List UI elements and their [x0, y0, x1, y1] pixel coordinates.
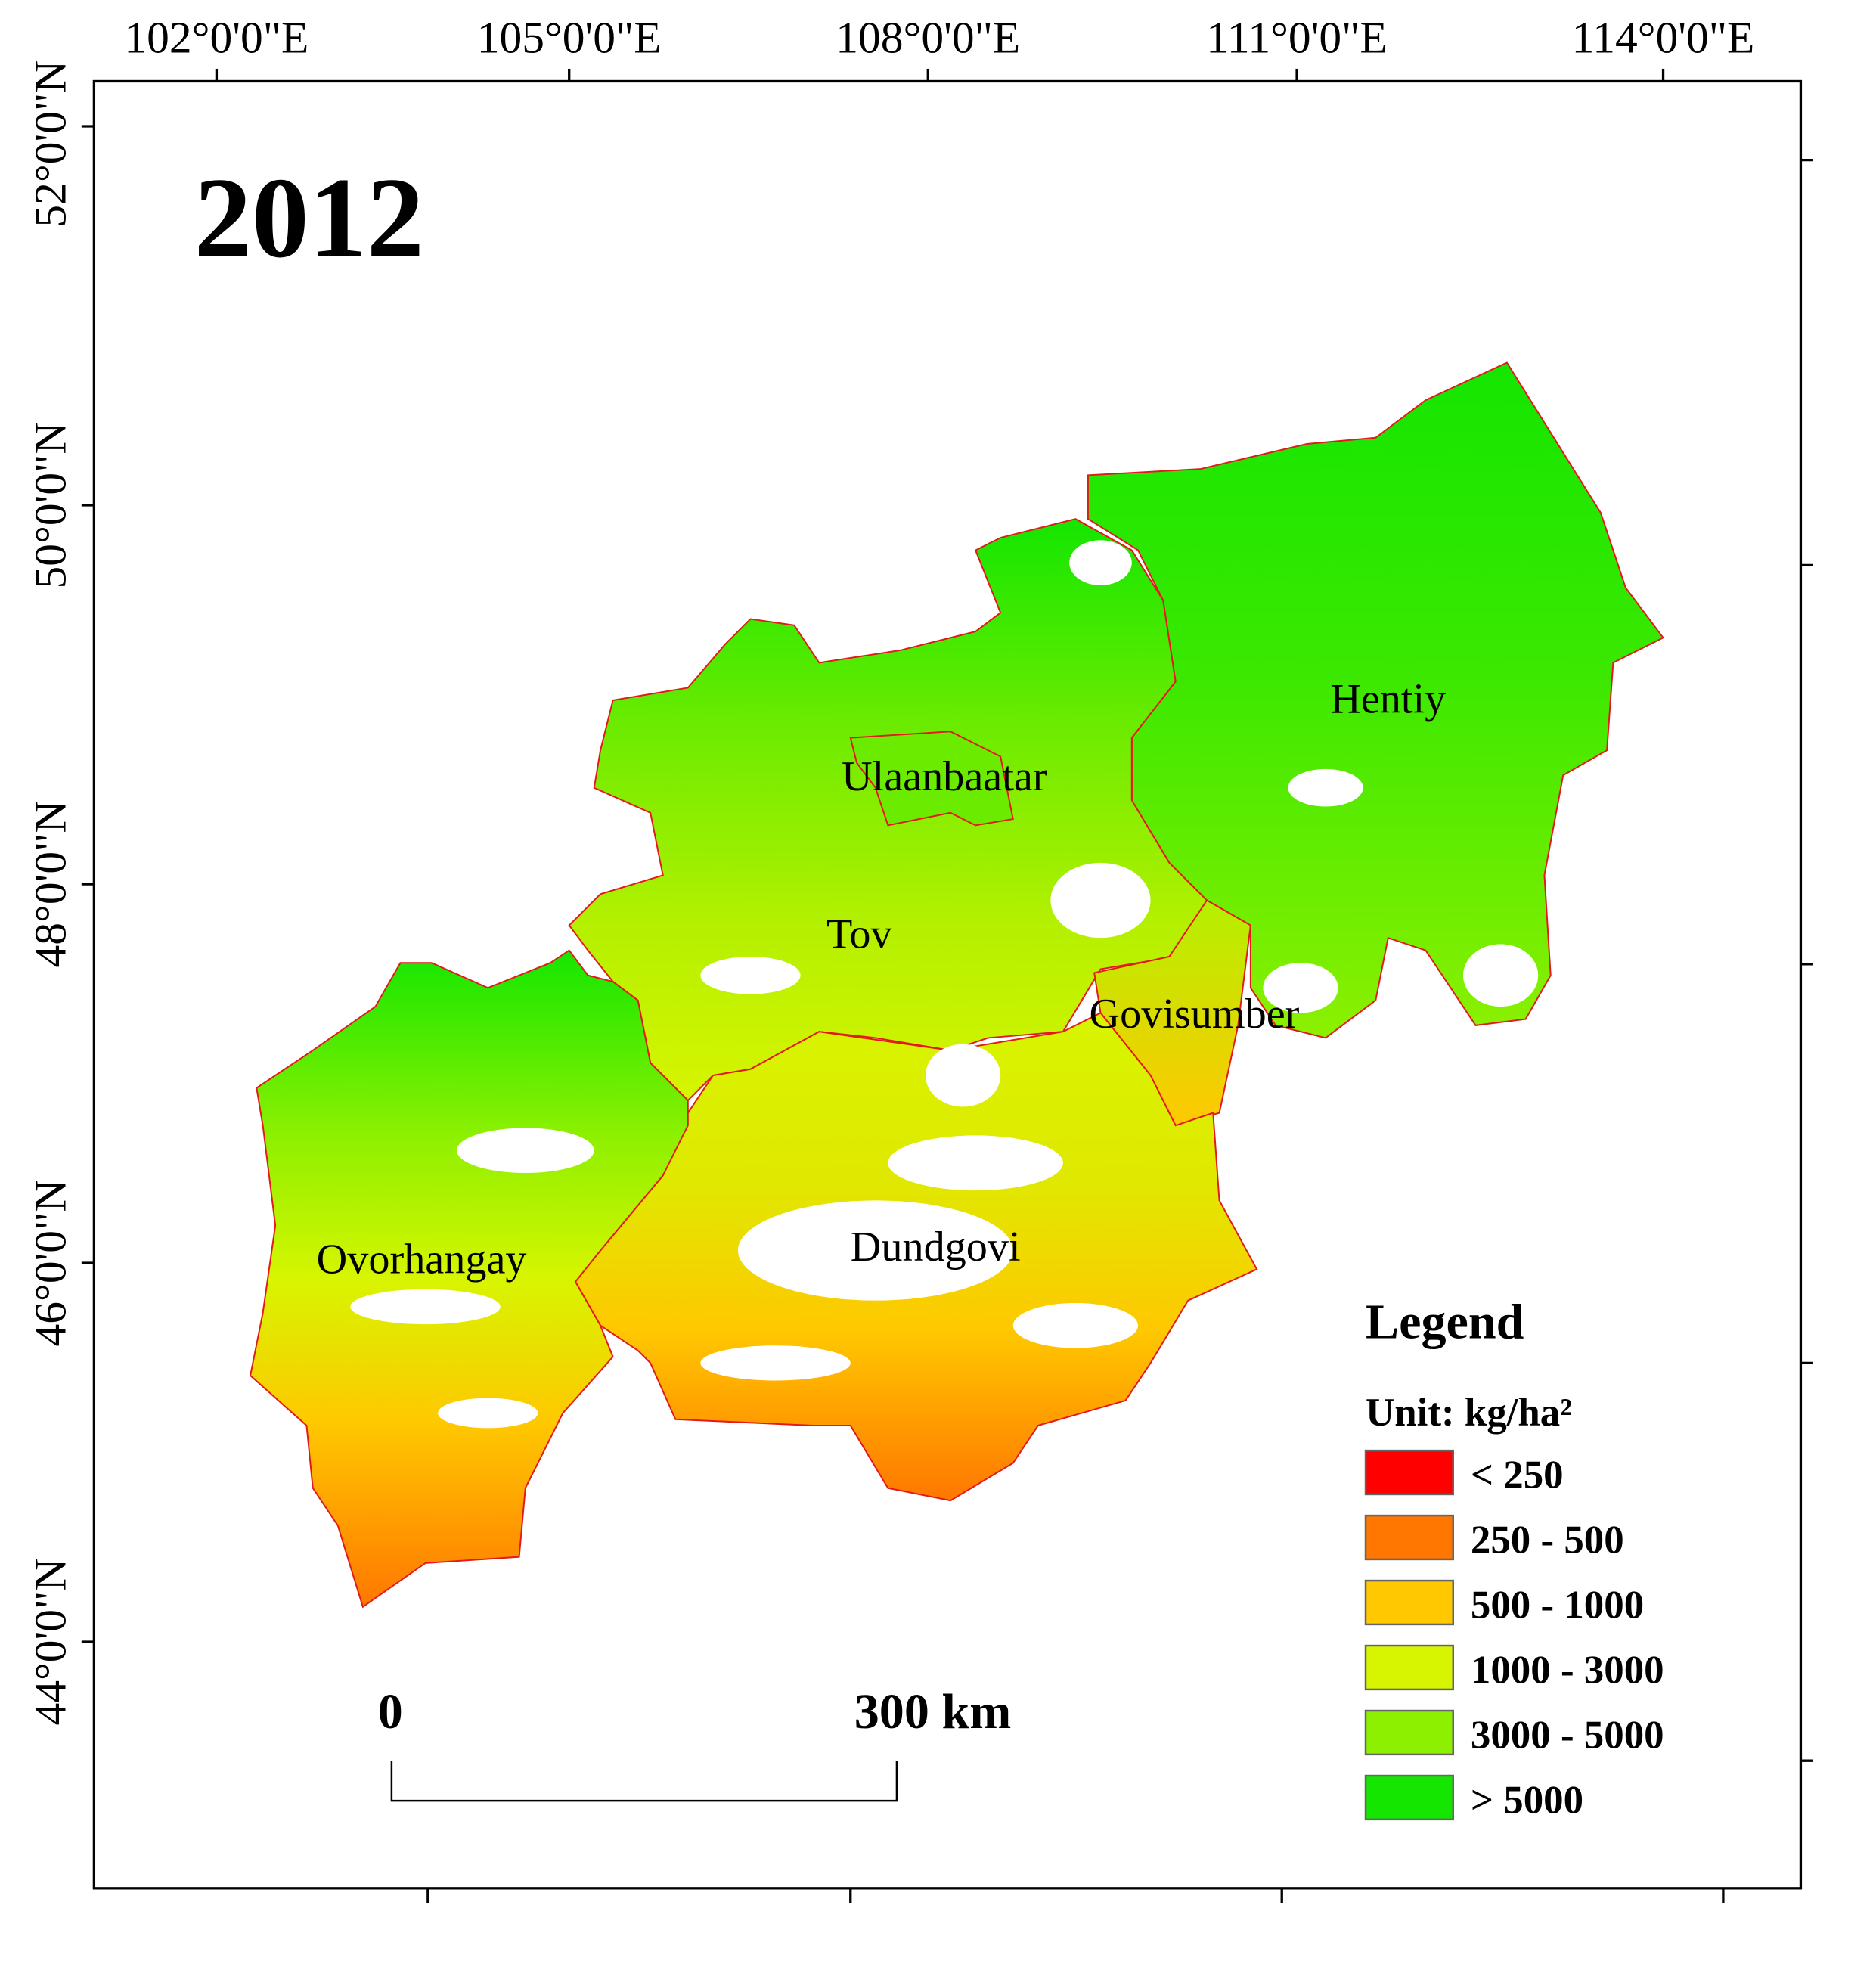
scale-start: 0 [378, 1684, 403, 1739]
latitude-label: 46°0'0"N [25, 1180, 75, 1347]
legend-swatch [1364, 1449, 1454, 1496]
legend-label: 500 - 1000 [1471, 1584, 1644, 1627]
longitude-label: 114°0'0"E [1572, 12, 1755, 62]
latitude-labels: 52°0'0"N 50°0'0"N 48°0'0"N 46°0'0"N 44°0… [25, 60, 75, 1726]
region-label: Ulaanbaatar [842, 753, 1047, 800]
map-frame [92, 79, 1803, 1890]
region-label: Tov [826, 911, 893, 957]
legend-unit: Unit: kg/ha² [1366, 1391, 1572, 1435]
legend-label: 250 - 500 [1471, 1519, 1624, 1562]
region-label: Govisumber [1090, 991, 1300, 1038]
legend-label: < 250 [1471, 1454, 1564, 1497]
longitude-label: 108°0'0"E [836, 12, 1020, 62]
map-title: 2012 [194, 154, 424, 281]
region-label: Hentiy [1330, 676, 1446, 723]
legend-label: 3000 - 5000 [1471, 1714, 1664, 1758]
ticks [81, 68, 1813, 1903]
region-ovorhangay [249, 949, 689, 1609]
region-ulaanbaatar [849, 731, 1014, 827]
latitude-label: 52°0'0"N [25, 60, 75, 228]
legend-swatch [1364, 1579, 1454, 1626]
legend-swatch [1364, 1514, 1454, 1561]
longitude-labels: 102°0'0"E 105°0'0"E 108°0'0"E 111°0'0"E … [124, 12, 1754, 62]
legend-label: > 5000 [1471, 1779, 1583, 1823]
region-label: Dundgovi [851, 1224, 1021, 1270]
legend-label: 1000 - 3000 [1471, 1649, 1664, 1692]
longitude-label: 111°0'0"E [1206, 12, 1388, 62]
region-label: Ovorhangay [317, 1236, 527, 1283]
latitude-label: 48°0'0"N [25, 801, 75, 968]
region-labels: Hentiy Ulaanbaatar Tov Govisumber Dundgo… [317, 676, 1447, 1283]
legend-swatch [1364, 1644, 1454, 1691]
legend: Legend Unit: kg/ha² < 250 250 - 500 500 - … [1364, 1294, 1664, 1823]
regions [249, 361, 1665, 1609]
latitude-label: 44°0'0"N [25, 1559, 75, 1726]
scale-line [390, 1761, 898, 1802]
latitude-label: 50°0'0"N [25, 422, 75, 589]
legend-title: Legend [1366, 1294, 1524, 1349]
longitude-label: 105°0'0"E [477, 12, 662, 62]
legend-swatch [1364, 1774, 1454, 1821]
longitude-label: 102°0'0"E [124, 12, 309, 62]
no-data-patches [350, 540, 1539, 1429]
scale-end: 300 km [854, 1684, 1012, 1739]
scale-bar: 0 300 km [378, 1684, 1012, 1802]
legend-swatch [1364, 1709, 1454, 1756]
